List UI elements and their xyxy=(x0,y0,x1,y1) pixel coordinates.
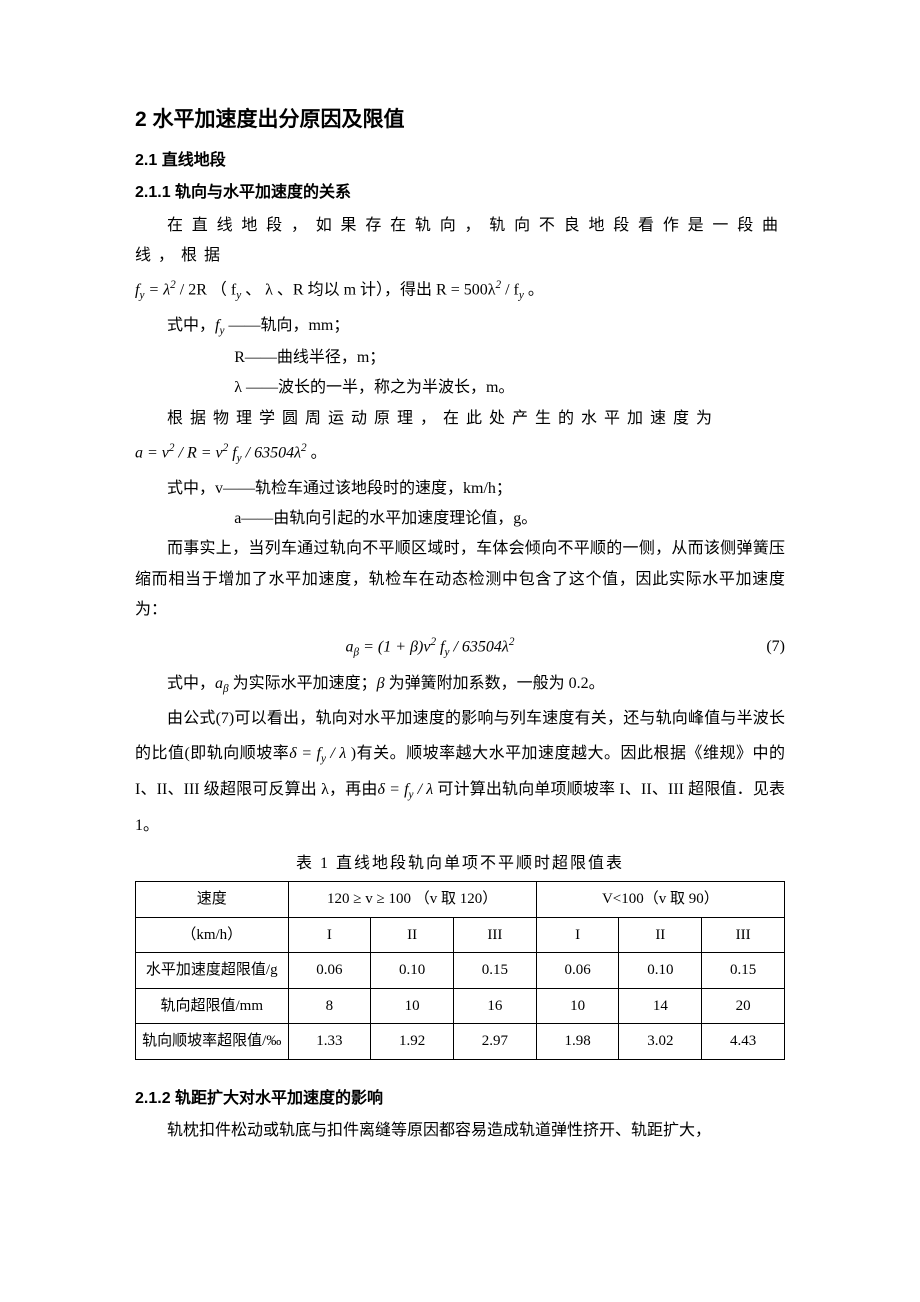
limits-table: 速度 120 ≥ v ≥ 100 （v 取 120） V<100（v 取 90）… xyxy=(135,881,785,1060)
group-2: V<100（v 取 90） xyxy=(536,882,784,918)
col-speed-l1: 速度 xyxy=(136,882,289,918)
sub-col: I xyxy=(536,917,619,953)
cell: 0.10 xyxy=(619,953,702,989)
cell: 10 xyxy=(371,988,454,1024)
para-3: 根据物理学圆周运动原理，在此处产生的水平加速度为 xyxy=(135,404,785,434)
table-row: 轨向顺坡率超限值/‰ 1.33 1.92 2.97 1.98 3.02 4.43 xyxy=(136,1024,785,1060)
cell: 14 xyxy=(619,988,702,1024)
sub-col: II xyxy=(371,917,454,953)
table-header-row-2: （km/h） I II III I II III xyxy=(136,917,785,953)
cell: 0.06 xyxy=(288,953,371,989)
table-caption: 表 1 直线地段轨向单项不平顺时超限值表 xyxy=(135,849,785,879)
equation-7: aβ = (1 + β)v2 fy / 63504λ2 (7) xyxy=(135,632,785,664)
cell: 20 xyxy=(702,988,785,1024)
formula-2: a = v2 / R = v2 fy / 63504λ2 。 xyxy=(135,438,785,470)
sub-col: I xyxy=(288,917,371,953)
para-5: 而事实上，当列车通过轨向不平顺区域时，车体会倾向不平顺的一侧，从而该侧弹簧压缩而… xyxy=(135,534,785,625)
cell: 0.10 xyxy=(371,953,454,989)
cell: 0.15 xyxy=(453,953,536,989)
group-1: 120 ≥ v ≥ 100 （v 取 120） xyxy=(288,882,536,918)
para-6: 式中，aβ 为实际水平加速度；β 为弹簧附加系数，一般为 0.2。 xyxy=(135,669,785,700)
cell: 4.43 xyxy=(702,1024,785,1060)
table-row: 水平加速度超限值/g 0.06 0.10 0.15 0.06 0.10 0.15 xyxy=(136,953,785,989)
cell: 0.15 xyxy=(702,953,785,989)
def-a: a——由轨向引起的水平加速度理论值，g。 xyxy=(135,504,785,534)
heading-3-2: 2.1.2 轨距扩大对水平加速度的影响 xyxy=(135,1084,785,1114)
heading-1: 2 水平加速度出分原因及限值 xyxy=(135,100,785,140)
def-fy: 式中，fy ——轨向，mm； xyxy=(135,311,785,342)
cell: 3.02 xyxy=(619,1024,702,1060)
para-1: 在直线地段，如果存在轨向，轨向不良地段看作是一段曲线，根据 xyxy=(135,211,785,272)
def-lambda: λ ——波长的一半，称之为半波长，m。 xyxy=(135,373,785,403)
sub-col: II xyxy=(619,917,702,953)
para-7: 由公式(7)可以看出，轨向对水平加速度的影响与列车速度有关，还与轨向峰值与半波长… xyxy=(135,701,785,843)
col-speed-l2: （km/h） xyxy=(136,917,289,953)
heading-2-1: 2.1 直线地段 xyxy=(135,146,785,176)
def-R: R——曲线半径，m； xyxy=(135,343,785,373)
cell: 1.98 xyxy=(536,1024,619,1060)
cell: 1.33 xyxy=(288,1024,371,1060)
cell: 8 xyxy=(288,988,371,1024)
cell: 10 xyxy=(536,988,619,1024)
row-label: 轨向顺坡率超限值/‰ xyxy=(136,1024,289,1060)
cell: 2.97 xyxy=(453,1024,536,1060)
row-label: 轨向超限值/mm xyxy=(136,988,289,1024)
sub-col: III xyxy=(453,917,536,953)
table-header-row-1: 速度 120 ≥ v ≥ 100 （v 取 120） V<100（v 取 90） xyxy=(136,882,785,918)
cell: 0.06 xyxy=(536,953,619,989)
table-row: 轨向超限值/mm 8 10 16 10 14 20 xyxy=(136,988,785,1024)
def-v: 式中，v——轨检车通过该地段时的速度，km/h； xyxy=(135,474,785,504)
formula-1: fy = λ2 / 2R （ fy 、 λ 、R 均以 m 计），得出 R = … xyxy=(135,275,785,307)
heading-3-1: 2.1.1 轨向与水平加速度的关系 xyxy=(135,178,785,208)
cell: 16 xyxy=(453,988,536,1024)
page: 2 水平加速度出分原因及限值 2.1 直线地段 2.1.1 轨向与水平加速度的关… xyxy=(0,0,920,1302)
para-8: 轨枕扣件松动或轨底与扣件离缝等原因都容易造成轨道弹性挤开、轨距扩大， xyxy=(135,1116,785,1146)
sub-col: III xyxy=(702,917,785,953)
row-label: 水平加速度超限值/g xyxy=(136,953,289,989)
cell: 1.92 xyxy=(371,1024,454,1060)
